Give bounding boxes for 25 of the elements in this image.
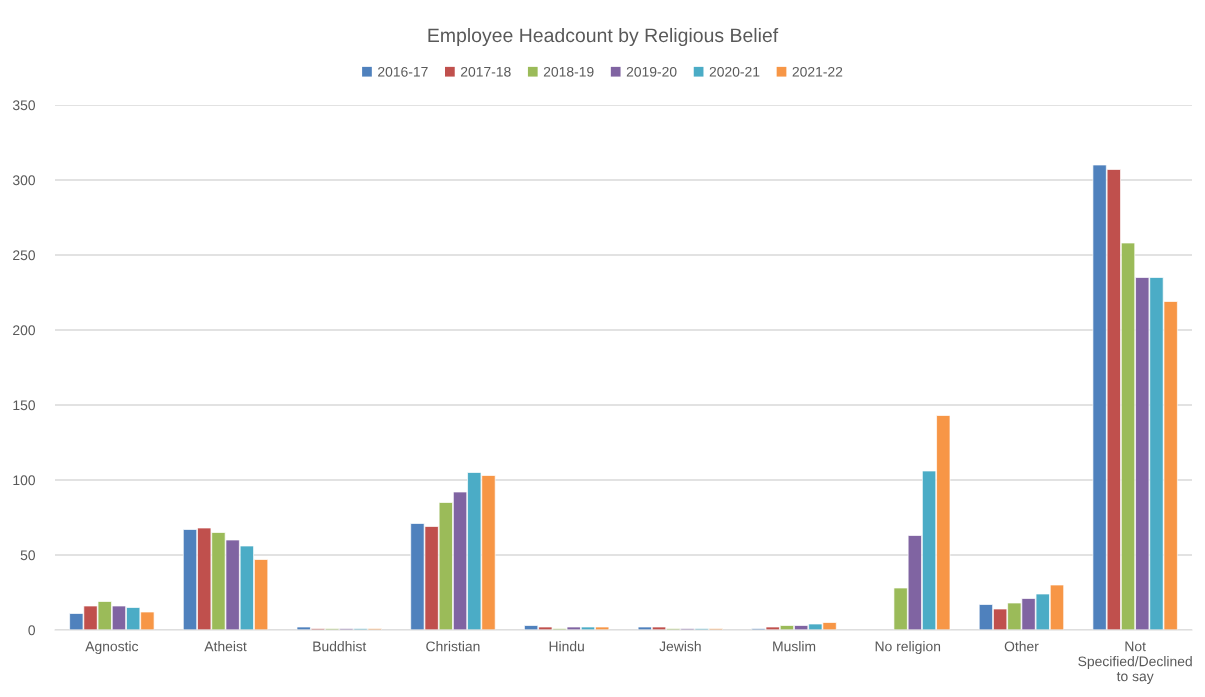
x-tick-label: Not Specified/Declined to say [1078, 641, 1192, 684]
legend-label: 2018-19 [543, 66, 594, 77]
x-tick-label: No religion [875, 641, 941, 655]
x-tick-label: Hindu [549, 641, 584, 652]
y-tick-label: 300 [12, 175, 36, 186]
x-tick-label: Muslim [773, 641, 816, 652]
legend-label: 2020-21 [709, 66, 760, 77]
x-tick-label: Buddhist [313, 641, 367, 652]
x-tick-label: Christian [426, 641, 480, 652]
y-tick-label: 100 [13, 475, 36, 486]
y-tick-label: 350 [12, 100, 36, 111]
x-tick-label: Jewish [659, 641, 701, 652]
x-tick-label: Agnostic [85, 641, 139, 655]
legend-label: 2016-17 [378, 66, 428, 77]
chart-title: Employee Headcount by Religious Belief [428, 27, 779, 47]
y-tick-label: 50 [20, 550, 36, 561]
legend-label: 2019-20 [626, 66, 677, 77]
y-tick-label: 0 [28, 625, 36, 636]
legend-label: 2017-18 [460, 66, 511, 77]
y-tick-label: 250 [13, 250, 36, 261]
legend-label: 2021-22 [792, 66, 843, 77]
x-tick-label: Other [1004, 641, 1039, 652]
x-tick-label: Atheist [204, 641, 247, 652]
y-tick-label: 150 [13, 400, 36, 411]
y-tick-label: 200 [13, 325, 36, 336]
